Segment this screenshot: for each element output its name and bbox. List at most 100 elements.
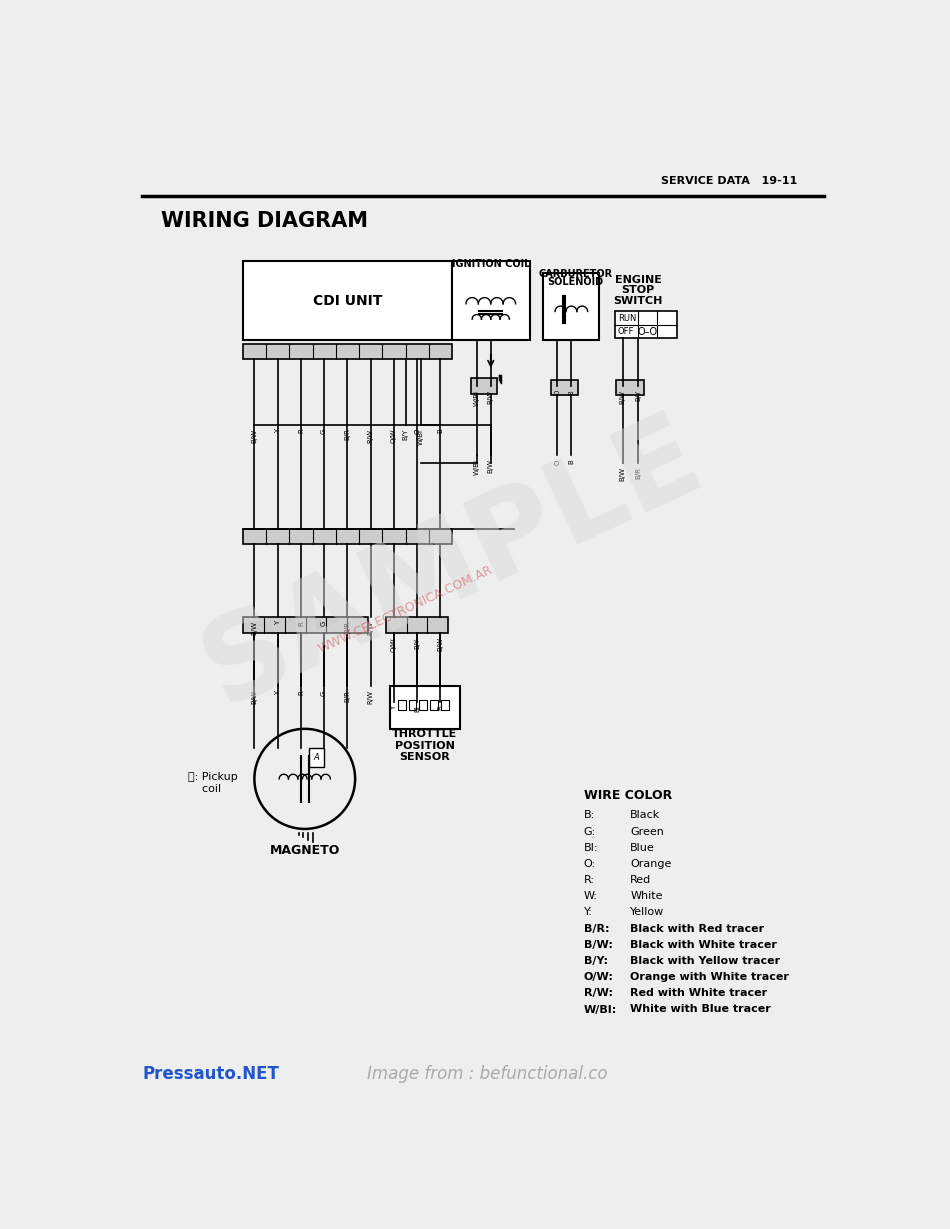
Text: Pressauto.NET: Pressauto.NET [142,1066,279,1083]
Text: B: B [568,390,575,395]
Text: B: B [437,429,444,434]
Bar [390,687,460,729]
Text: R: R [298,429,304,434]
Text: B/W: B/W [252,691,257,704]
Text: CARBURETOR: CARBURETOR [538,269,613,279]
Text: WWW.CELECTRONICA.COM.AR: WWW.CELECTRONICA.COM.AR [316,563,495,656]
Text: B:: B: [583,810,595,821]
Text: RUN: RUN [618,313,636,323]
Text: THROTTLE
POSITION
SENSOR: THROTTLE POSITION SENSOR [392,729,458,762]
Text: W:: W: [583,891,598,901]
Text: B/Y: B/Y [414,637,420,649]
Text: G: G [321,621,327,627]
Text: Orange with White tracer: Orange with White tracer [630,972,789,982]
Text: B/R: B/R [635,467,641,479]
Text: B/W: B/W [487,390,494,404]
Text: R/W:: R/W: [583,988,613,998]
Text: B/W: B/W [619,467,625,481]
Text: Ⓐ: Pickup
    coil: Ⓐ: Pickup coil [188,772,238,794]
Text: Black with Yellow tracer: Black with Yellow tracer [630,956,780,966]
Text: R/W: R/W [368,429,373,442]
Text: A: A [314,753,319,762]
Text: O/W:: O/W: [583,972,614,982]
Text: Image from : befunctional.co: Image from : befunctional.co [367,1066,607,1083]
Text: O: O [555,390,560,396]
Text: B/Y: B/Y [403,429,408,440]
Text: Black with Red tracer: Black with Red tracer [630,924,765,934]
Text: Y: Y [275,429,280,433]
Text: O: O [555,460,560,465]
Text: R:: R: [583,875,595,885]
Text: Y: Y [390,705,397,710]
Bar [243,617,369,633]
Bar [452,262,529,340]
Bar [430,701,438,709]
Bar [470,379,497,393]
Text: Yellow: Yellow [630,907,664,918]
Text: Y: Y [275,621,280,626]
Text: B/R:: B/R: [583,924,609,934]
Text: B/R: B/R [344,691,351,702]
Text: B: B [568,460,575,465]
Text: IGNITION COIL: IGNITION COIL [451,259,530,269]
Text: B/W: B/W [487,460,494,473]
Bar [617,380,644,396]
Text: BI: BI [414,705,420,713]
Bar [243,262,452,340]
Bar [243,344,452,359]
Text: R/W: R/W [368,621,373,635]
Text: B/W: B/W [619,390,625,404]
Text: SOLENOID: SOLENOID [547,277,603,286]
Bar [398,701,406,709]
Text: O/W: O/W [390,637,397,651]
Text: Blue: Blue [630,843,655,853]
Text: STOP: STOP [621,285,655,295]
Text: B/Y: B/Y [635,390,641,402]
Text: Black: Black [630,810,660,821]
Text: SERVICE DATA   19-11: SERVICE DATA 19-11 [661,176,797,186]
Text: White: White [630,891,663,901]
Text: SAMPLE: SAMPLE [184,398,719,729]
Text: White with Blue tracer: White with Blue tracer [630,1004,771,1014]
Text: Y: Y [275,691,280,694]
Text: R: R [298,621,304,626]
Text: W/BI: W/BI [474,390,480,406]
Text: CDI UNIT: CDI UNIT [313,294,382,307]
Bar [441,701,449,709]
Text: G: G [321,691,327,696]
Text: BI:: BI: [583,843,598,853]
Bar [543,273,599,340]
Text: B/Y:: B/Y: [583,956,608,966]
Text: W/BI:: W/BI: [583,1004,617,1014]
Bar [420,701,428,709]
Text: Red: Red [630,875,652,885]
Text: Y:: Y: [583,907,593,918]
Text: B/R: B/R [344,429,351,440]
Bar [386,617,448,633]
Text: WIRE COLOR: WIRE COLOR [583,789,672,803]
Bar [309,748,324,767]
Text: O: O [414,429,420,434]
Text: O–O: O–O [637,327,657,337]
Text: R: R [298,691,304,696]
Text: SWITCH: SWITCH [614,296,663,306]
Text: B: B [437,705,444,710]
Text: B/W: B/W [252,621,257,635]
Text: B/R: B/R [344,621,351,633]
Text: SAMPLE: SAMPLE [184,398,719,729]
Text: W/BI: W/BI [474,460,480,476]
Bar [243,528,452,544]
Text: Green: Green [630,827,664,837]
Text: OFF: OFF [618,327,635,337]
Text: G: G [321,429,327,434]
Text: B/W: B/W [252,429,257,442]
Bar [615,311,676,338]
Text: R/W: R/W [368,691,373,704]
Text: Orange: Orange [630,859,672,869]
Text: G:: G: [583,827,596,837]
Text: B/W: B/W [437,637,444,651]
Text: ENGINE: ENGINE [615,274,661,285]
Text: Red with White tracer: Red with White tracer [630,988,768,998]
Text: O:: O: [583,859,596,869]
Bar [551,380,578,396]
